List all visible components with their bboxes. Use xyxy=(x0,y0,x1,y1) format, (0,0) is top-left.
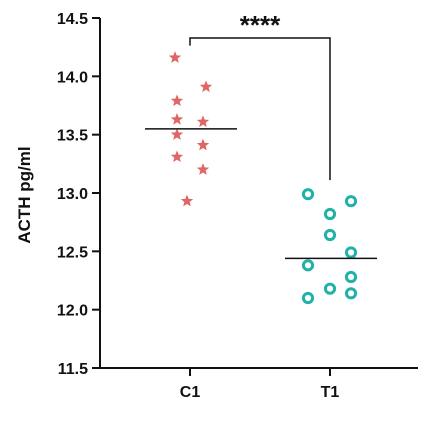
y-tick-label: 14.5 xyxy=(57,11,88,28)
c1-star-point xyxy=(196,115,210,128)
t1-circle-point xyxy=(344,246,358,259)
c1-star-point xyxy=(180,194,194,207)
c1-star-point xyxy=(170,94,184,107)
t1-circle-point xyxy=(323,207,337,221)
t1-circle-point xyxy=(323,282,337,295)
t1-circle-point xyxy=(323,228,337,242)
c1-star-point xyxy=(170,150,184,163)
y-axis-title: ACTH pg/ml xyxy=(15,146,34,243)
y-tick-label: 11.5 xyxy=(58,361,88,378)
x-tick-label: C1 xyxy=(180,384,201,401)
t1-circle-point xyxy=(344,270,358,284)
t1-circle-point xyxy=(301,259,315,272)
y-tick-label: 12.5 xyxy=(57,244,88,261)
c1-star-point xyxy=(196,138,210,151)
t1-circle-point xyxy=(301,188,315,201)
x-tick-label: T1 xyxy=(321,384,340,401)
t1-circle-point xyxy=(344,287,358,300)
y-tick-label: 13.5 xyxy=(57,128,88,145)
c1-star-point xyxy=(168,51,182,63)
x-axis: C1 T1 xyxy=(100,367,418,401)
significance-bracket: **** xyxy=(189,10,331,181)
c1-star-point xyxy=(199,80,213,93)
y-axis: 11.5 12.0 12.5 13.0 13.5 14.0 14.5 xyxy=(57,11,101,378)
t1-circle-point xyxy=(301,291,315,305)
data-points xyxy=(168,51,358,305)
median-lines xyxy=(145,128,377,260)
significance-bracket-line xyxy=(189,37,331,181)
significance-label: **** xyxy=(240,10,281,40)
t1-circle-point xyxy=(344,195,358,208)
y-tick-label: 13.0 xyxy=(57,186,88,203)
c1-star-point xyxy=(170,128,184,140)
y-tick-label: 14.0 xyxy=(57,69,88,86)
y-tick-label: 12.0 xyxy=(57,303,88,320)
c1-star-point xyxy=(196,163,210,175)
c1-star-point xyxy=(170,113,184,125)
